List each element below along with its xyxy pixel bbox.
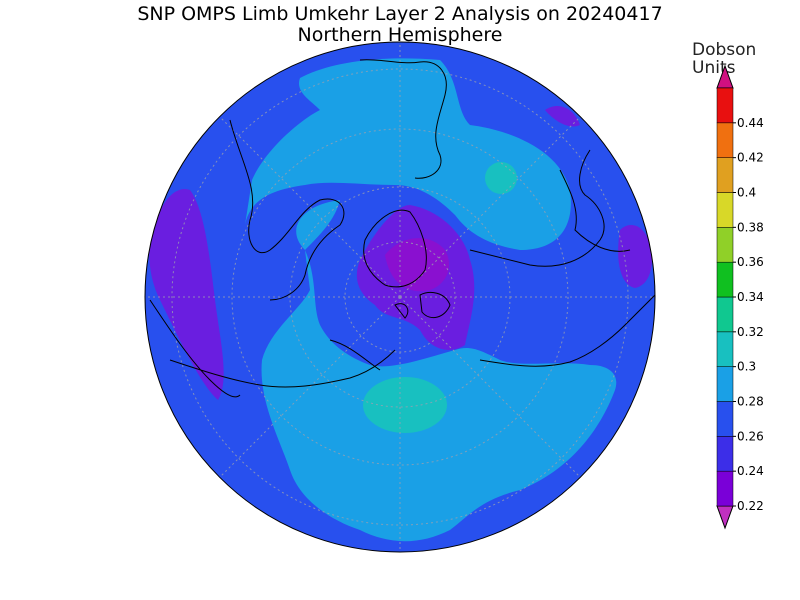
colorbar-tick-label: 0.24: [737, 464, 764, 478]
colorbar-swatch: [716, 261, 734, 298]
coastline-asia-south: [149, 299, 396, 398]
map-title: SNP OMPS Limb Umkehr Layer 2 Analysis on…: [137, 3, 663, 25]
colorbar-swatch: [716, 296, 734, 333]
colorbar-swatch: [716, 87, 734, 124]
colorbar-swatch: [716, 366, 734, 402]
colorbar-tick-label: 0.22: [737, 499, 764, 513]
colorbar-tick-label: 0.3: [737, 360, 756, 374]
colorbar-tick-label: 0.4: [737, 186, 756, 200]
latitude-line: [231, 128, 569, 466]
colorbar-swatch: [716, 470, 734, 507]
colorbar-tick-label: 0.38: [737, 220, 764, 234]
colorbar-tick-label: 0.26: [737, 429, 764, 443]
coastline-north-america: [229, 119, 345, 301]
region-purple-east: [618, 225, 652, 288]
colorbar-swatch: [716, 436, 734, 472]
colorbar-unit-line1: Dobson: [692, 40, 757, 60]
region-lightblue-north: [245, 58, 571, 250]
region-purple-west: [149, 189, 224, 400]
coastline-europe: [469, 149, 605, 267]
coastline-greenland: [363, 209, 427, 288]
region-teal-north: [485, 162, 517, 194]
region-teal-south: [363, 377, 447, 433]
region-purple-ne: [545, 105, 580, 127]
colorbar-swatch: [716, 227, 734, 263]
latitude-line: [171, 68, 629, 526]
colorbar-max-cap: [716, 64, 734, 89]
region-violet-center: [385, 238, 450, 292]
colorbar-tick-label: 0.44: [737, 116, 764, 130]
map-border: [144, 41, 656, 553]
colorbar-tick-label: 0.32: [737, 325, 764, 339]
colorbar-tick-label: 0.36: [737, 255, 764, 269]
colorbar-swatch: [716, 192, 734, 228]
map-subtitle: Northern Hemisphere: [297, 24, 503, 46]
coastline-siberia: [359, 59, 447, 179]
colorbar-swatch: [716, 401, 734, 437]
coastline-pacific: [329, 294, 655, 371]
colorbar-tick-label: 0.34: [737, 290, 764, 304]
coastline-arctic-islands: [394, 292, 451, 319]
colorbar-tick-label: 0.28: [737, 395, 764, 409]
colorbar-tick-label: 0.42: [737, 151, 764, 165]
coastline-africa-europe: [559, 169, 631, 252]
colorbar-swatch: [716, 122, 734, 158]
colorbar-swatch: [716, 157, 734, 193]
colorbar-min-cap: [716, 505, 734, 530]
colorbar-swatch: [716, 331, 734, 367]
region-lightblue-south: [261, 200, 617, 542]
